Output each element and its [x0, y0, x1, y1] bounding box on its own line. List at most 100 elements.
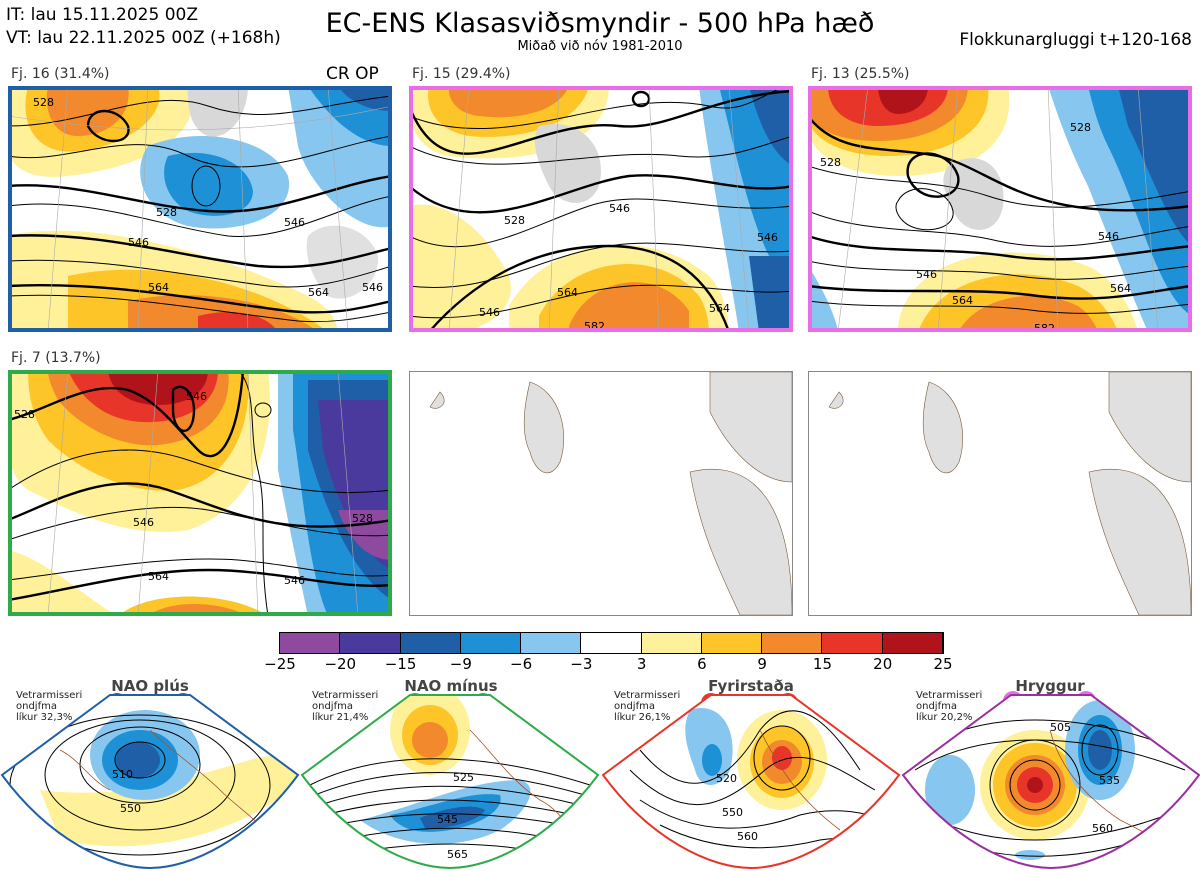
colorbar-swatch	[641, 633, 702, 653]
colorbar-tick-label: −6	[510, 655, 533, 673]
panel-4-contour-label: 546	[186, 390, 207, 403]
colorbar-swatch	[340, 633, 401, 653]
panel-2-label: Fj. 15 (29.4%)	[412, 66, 511, 82]
colorbar-swatch	[701, 633, 763, 653]
header-times: IT: lau 15.11.2025 00Z VT: lau 22.11.202…	[6, 4, 281, 50]
panel-3-contour-label: 582	[1034, 322, 1055, 332]
regime-maps: 510 550 525 545 565 520 550 560 505 535 …	[0, 694, 1200, 870]
panel-2-contour-label: 546	[757, 231, 778, 244]
regime-contour-label: 510	[112, 768, 133, 781]
panel-2-border	[409, 86, 793, 332]
colorbar-tick-label: −20	[324, 655, 357, 673]
panel-1-contour-label: 564	[148, 281, 169, 294]
regime-title: Fyrirstaða	[708, 677, 794, 695]
colorbar-tick-label: 9	[757, 655, 767, 673]
regime-note-line: Vetrarmisseri	[16, 690, 83, 701]
panel-3-contour-label: 564	[1110, 282, 1131, 295]
regime-contour-label: 520	[716, 772, 737, 785]
colorbar-tick-label: −15	[384, 655, 417, 673]
regime-note-line: ondjfma	[614, 701, 655, 712]
empty-map-5	[409, 371, 793, 616]
subtitle: Miðað við nóv 1981-2010	[517, 39, 683, 54]
regime-contour-label: 560	[737, 830, 758, 843]
regime-note-line: líkur 21,4%	[312, 712, 369, 723]
panel-1-border	[8, 86, 392, 332]
panel-1-label: Fj. 16 (31.4%)	[11, 66, 110, 82]
colorbar-swatch	[521, 633, 582, 653]
empty-map-6	[808, 371, 1192, 616]
panel-3-label: Fj. 13 (25.5%)	[811, 66, 910, 82]
panel-2-contour-label: 564	[709, 302, 730, 315]
regime-note-line: ondjfma	[16, 701, 57, 712]
colorbar-swatch	[460, 633, 522, 653]
regime-note-line: líkur 20,2%	[916, 712, 973, 723]
colorbar-swatch	[882, 633, 943, 653]
panel-4-contour-label: 528	[352, 512, 373, 525]
regime-contour-label: 550	[120, 802, 141, 815]
cluster-map-3: 528 528 546 546 564 564 582	[808, 86, 1192, 332]
regime-contour-label: 505	[1050, 721, 1071, 734]
main-title: EC-ENS Klasasviðsmyndir - 500 hPa hæð	[325, 8, 875, 39]
regime-note-line: Vetrarmisseri	[614, 690, 681, 701]
cluster-map-1: 528 528 546 564 546 546 564	[8, 86, 392, 332]
colorbar-tick-label: 20	[873, 655, 893, 673]
colorbar-swatch	[280, 633, 341, 653]
regime-contour-label: 545	[437, 813, 458, 826]
init-time: IT: lau 15.11.2025 00Z	[6, 5, 198, 25]
panel-2-contour-label: 546	[479, 306, 500, 319]
regime-note-line: Vetrarmisseri	[312, 690, 379, 701]
regime-note-line: ondjfma	[916, 701, 957, 712]
regime-contour-label: 565	[447, 848, 468, 861]
valid-time: VT: lau 22.11.2025 00Z (+168h)	[6, 28, 281, 48]
regime-note: Vetrarmisseri ondjfma líkur 32,3%	[16, 690, 82, 723]
colorbar-swatch	[762, 633, 823, 653]
regime-note: Vetrarmisseri ondjfma líkur 26,1%	[614, 690, 680, 723]
colorbar-swatch	[822, 633, 883, 653]
panel-2-contour-label: 528	[504, 214, 525, 227]
panel-3-contour-label: 546	[1098, 230, 1119, 243]
panel-3-contour-label: 528	[1070, 121, 1091, 134]
panel-4-contour-label: 546	[284, 574, 305, 587]
regime-title: Hryggur	[1015, 677, 1085, 695]
colorbar-swatch	[581, 633, 642, 653]
panel-4-contour-label: 564	[148, 570, 169, 583]
regime-title: NAO plús	[111, 677, 189, 695]
colorbar	[279, 632, 944, 654]
panel-1-contour-label: 546	[128, 236, 149, 249]
panel-3-contour-label: 546	[916, 268, 937, 281]
panel-4-label: Fj. 7 (13.7%)	[11, 350, 101, 366]
regime-title: NAO mínus	[404, 677, 498, 695]
panel-2-contour-label: 546	[609, 202, 630, 215]
panel-1-op-tag: CR OP	[326, 64, 379, 84]
colorbar-tick-label: −9	[449, 655, 472, 673]
panel-4-contour-label: 546	[133, 516, 154, 529]
panel-1-contour-label: 546	[362, 281, 383, 294]
window-label: Flokkunargluggi t+120-168	[959, 30, 1192, 50]
panel-4-border	[8, 370, 392, 616]
cluster-map-4: 528 546 528 546 564 546	[8, 370, 392, 616]
regime-contour-label: 560	[1092, 822, 1113, 835]
panel-2-contour-label: 564	[557, 286, 578, 299]
colorbar-tick-label: 6	[697, 655, 707, 673]
panel-3-border	[808, 86, 1192, 332]
panel-1-contour-label: 528	[156, 206, 177, 219]
colorbar-tick-label: 3	[636, 655, 647, 673]
regime-note-line: ondjfma	[312, 701, 353, 712]
colorbar-tick-label: 15	[812, 655, 832, 673]
panel-4-contour-label: 528	[14, 408, 35, 421]
panel-1-contour-label: 528	[33, 96, 54, 109]
colorbar-tick-label: −25	[264, 655, 296, 673]
regime-note-line: Vetrarmisseri	[916, 690, 983, 701]
regime-contour-label: 525	[453, 771, 474, 784]
colorbar-tick-label: 25	[933, 655, 953, 673]
regime-note: Vetrarmisseri ondjfma líkur 21,4%	[312, 690, 378, 723]
panel-1-contour-label: 564	[308, 286, 329, 299]
panel-3-contour-label: 528	[820, 156, 841, 169]
regime-note: Vetrarmisseri ondjfma líkur 20,2%	[916, 690, 982, 723]
cluster-map-2: 528 546 564 546 564 546 582	[409, 86, 793, 332]
colorbar-tick-label: −3	[570, 655, 593, 673]
colorbar-swatch	[400, 633, 461, 653]
regime-note-line: líkur 32,3%	[16, 712, 73, 723]
regime-contour-label: 535	[1099, 774, 1120, 787]
regime-contour-label: 550	[722, 806, 743, 819]
